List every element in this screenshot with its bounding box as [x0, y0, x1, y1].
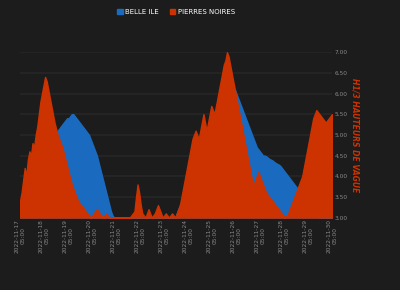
Y-axis label: H1/3 HAUTEURS DE VAGUE: H1/3 HAUTEURS DE VAGUE — [350, 78, 359, 192]
Legend: BELLE ILE, PIERRES NOIRES: BELLE ILE, PIERRES NOIRES — [114, 6, 238, 18]
